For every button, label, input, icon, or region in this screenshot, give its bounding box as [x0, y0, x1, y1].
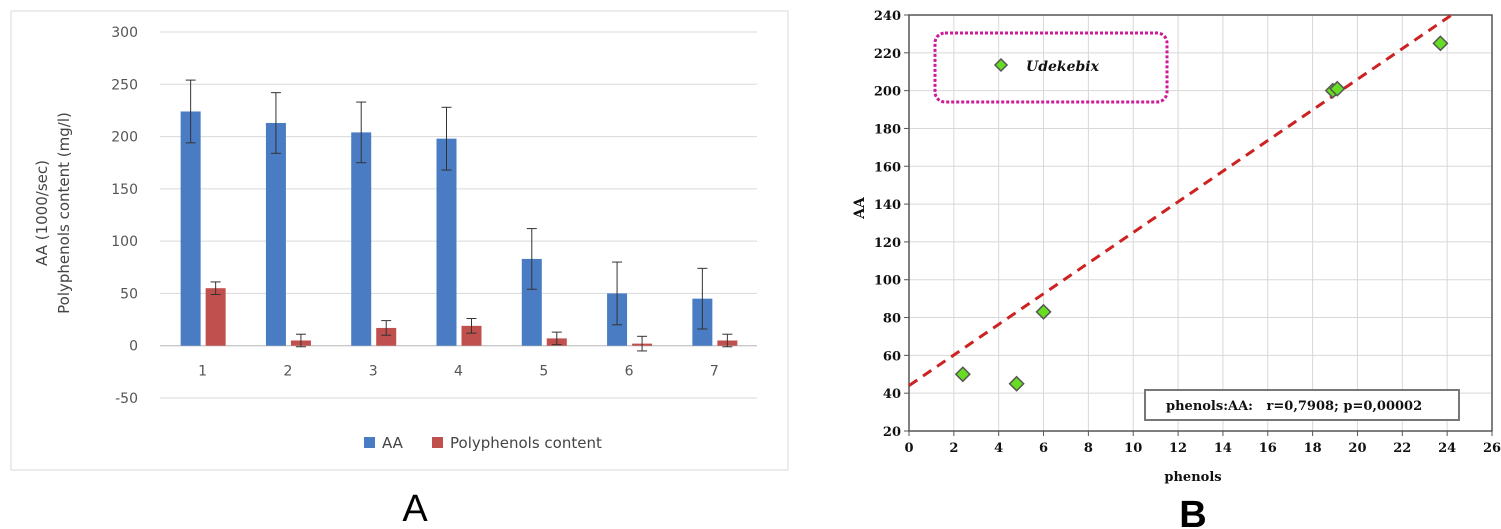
chart-a-xtick-label: 5: [539, 364, 548, 380]
panel-label-a: A: [402, 488, 428, 529]
chart-a-bar-polyphenols: [376, 327, 397, 346]
chart-a-bar-aa: [265, 122, 286, 346]
chart-a-frame: [10, 10, 789, 471]
legend-swatch-aa: [364, 437, 375, 448]
chart-a-ytick-label: 150: [111, 182, 138, 198]
chart-a-xtick-label: 2: [283, 364, 292, 380]
chart-a-xtick-label: 1: [198, 364, 207, 380]
chart-a-ytick-label: -50: [115, 391, 138, 407]
legend-swatch-polyphenols: [432, 437, 443, 448]
legend-label-aa: AA: [382, 434, 404, 452]
chart-a-xtick-label: 4: [454, 364, 463, 380]
chart-a-xtick-label: 6: [625, 364, 634, 380]
chart-a-bar-aa: [521, 258, 542, 346]
chart-a-ytick-label: 50: [120, 286, 138, 302]
legend-label-polyphenols: Polyphenols content: [450, 434, 602, 452]
chart-a-bar-aa: [351, 132, 372, 346]
chart-a-ylabel-line2: Polyphenols content (mg/l): [55, 112, 73, 314]
chart-a-xtick-label: 3: [369, 364, 378, 380]
chart-a-xtick-label: 7: [710, 364, 719, 380]
chart-a-ytick-label: 250: [111, 77, 138, 93]
chart-a-ytick-label: 300: [111, 25, 138, 41]
chart-a-bar-polyphenols: [205, 288, 226, 346]
chart-a-bar-aa: [436, 138, 457, 346]
chart-a-ytick-label: 0: [129, 339, 138, 355]
chart-a-ytick-label: 100: [111, 234, 138, 250]
chart-a-bar-polyphenols: [461, 325, 482, 346]
chart-a-ylabel-line1: AA (1000/sec): [33, 160, 51, 266]
chart-a-bar-aa: [180, 111, 201, 346]
chart-a-ytick-label: 200: [111, 130, 138, 146]
